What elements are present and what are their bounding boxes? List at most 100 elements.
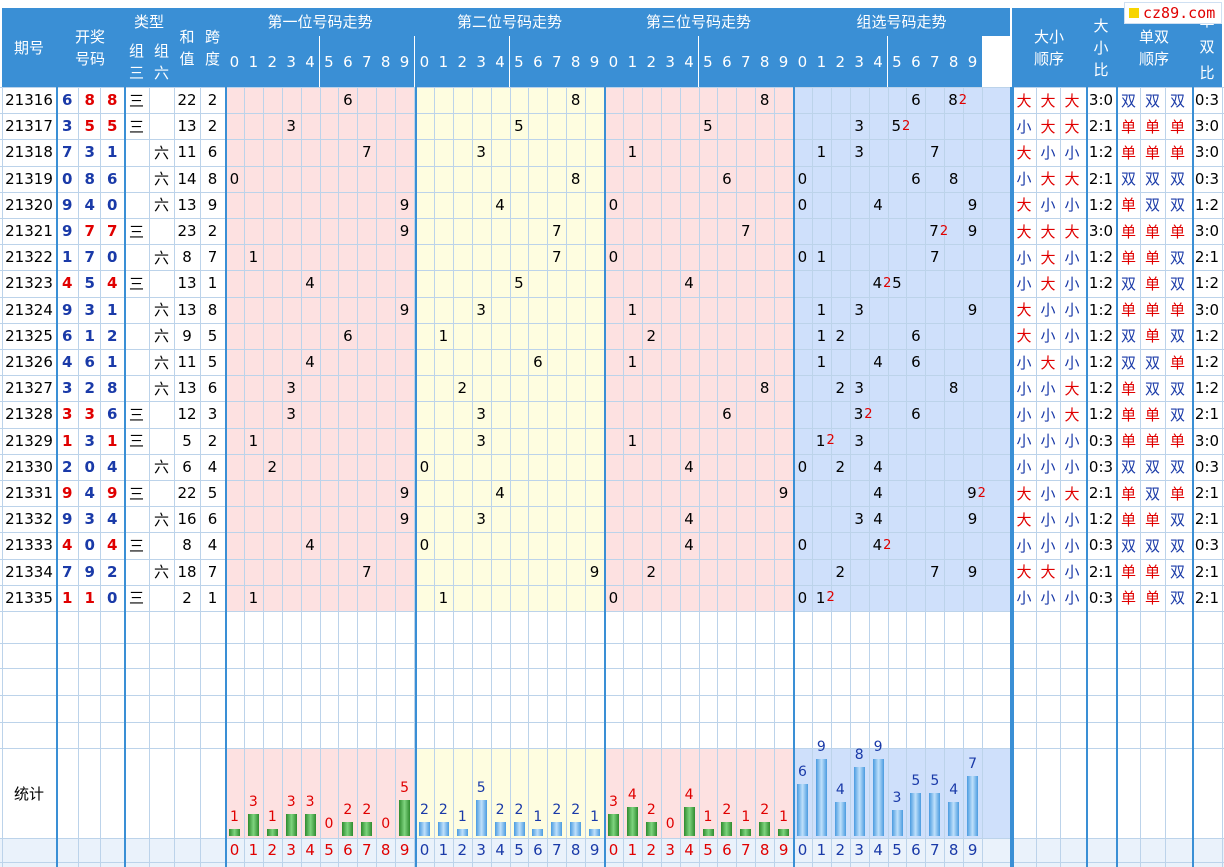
size-cell: 大 [1040, 222, 1056, 241]
sum-cell: 12 [177, 405, 197, 424]
sum-cell: 9 [182, 326, 192, 345]
draw-digit: 1 [62, 248, 73, 267]
pos1-hit: 6 [343, 91, 353, 110]
size-cell: 大 [1016, 143, 1032, 162]
draw-digit: 0 [107, 248, 118, 267]
odd-ratio-cell: 2:1 [1194, 248, 1220, 267]
size-cell: 大 [1016, 510, 1032, 529]
group-hit: 6 [911, 405, 921, 424]
sum-cell: 13 [177, 195, 197, 214]
odd-cell: 双 [1169, 91, 1185, 110]
size-cell: 小 [1016, 432, 1032, 451]
pos1-hit: 6 [343, 326, 353, 345]
header-digit: 1 [622, 36, 642, 87]
draw-digit: 4 [107, 457, 118, 476]
odd-cell: 单 [1144, 327, 1160, 346]
pos2-hit: 7 [551, 222, 562, 241]
odd-cell: 双 [1169, 563, 1185, 582]
grid-line [0, 87, 1224, 88]
size-cell: 小 [1040, 301, 1056, 320]
site-logo[interactable]: cz89.com [1124, 2, 1222, 24]
header-digit: 9 [585, 36, 604, 87]
size-ratio-cell: 2:1 [1088, 117, 1114, 136]
sum-cell: 8 [182, 536, 192, 555]
header-digit: 0 [604, 36, 623, 87]
grid-line [0, 139, 1224, 140]
stat-bar-label: 2 [646, 801, 656, 818]
header-digit: 5 [698, 36, 718, 87]
draw-digit: 4 [107, 510, 118, 529]
stat-bar-label: 4 [627, 787, 637, 804]
pos1-hit: 4 [305, 353, 315, 372]
pos1-hit: 4 [305, 274, 315, 293]
draw-digit: 4 [62, 353, 73, 372]
stat-bar-label: 3 [248, 794, 258, 811]
draw-digit: 0 [107, 588, 118, 607]
header-digit: 9 [774, 36, 793, 87]
footer-digit: 5 [892, 841, 902, 859]
size-cell: 大 [1040, 563, 1056, 582]
stat-bar-label: 3 [286, 794, 296, 811]
header-digit: 4 [679, 36, 699, 87]
size-cell: 小 [1040, 379, 1056, 398]
type-zu6: 六 [153, 143, 169, 162]
logo-square-icon [1129, 8, 1139, 18]
size-cell: 小 [1040, 458, 1056, 477]
odd-cell: 双 [1120, 91, 1136, 110]
group-hit: 4 [873, 353, 883, 372]
group-hit: 9 [967, 510, 978, 529]
group-hit: 0 [797, 169, 808, 188]
group-hit: 1 [816, 300, 827, 319]
type-zu6: 六 [153, 301, 169, 320]
header-zu6: 组六 [149, 36, 174, 87]
footer-digit: 7 [362, 841, 372, 859]
size-ratio-cell: 1:2 [1088, 379, 1114, 398]
header-draw: 开奖号码 [56, 8, 124, 87]
span-cell: 9 [207, 195, 218, 214]
odd-ratio-cell: 3:0 [1194, 222, 1220, 241]
draw-digit: 5 [84, 117, 95, 136]
header-digit: 8 [566, 36, 586, 87]
draw-digit: 4 [62, 274, 73, 293]
period-cell: 21322 [5, 248, 53, 267]
footer-digit: 9 [589, 841, 600, 859]
draw-digit: 5 [107, 117, 118, 136]
pos2-hit: 0 [419, 536, 430, 555]
stat-bar [702, 828, 714, 836]
header-digit: 4 [490, 36, 510, 87]
header-sum: 和值 [174, 8, 200, 87]
odd-ratio-cell: 2:1 [1194, 484, 1220, 503]
size-ratio-cell: 1:2 [1088, 405, 1114, 424]
grid-line [0, 559, 1224, 560]
size-cell: 小 [1016, 248, 1032, 267]
grid-line [0, 506, 1224, 507]
size-cell: 小 [1064, 589, 1080, 608]
odd-ratio-cell: 2:1 [1194, 510, 1220, 529]
grid-line [200, 87, 201, 867]
footer-digit: 0 [419, 841, 430, 859]
odd-cell: 单 [1120, 301, 1136, 320]
sum-cell: 2 [182, 588, 192, 607]
header-period: 期号 [2, 8, 56, 87]
size-cell: 大 [1064, 484, 1080, 503]
header-digit: 5 [509, 36, 529, 87]
draw-digit: 9 [84, 562, 95, 581]
section-divider [1086, 87, 1088, 867]
repeat-count: 2 [902, 118, 911, 134]
pos2-hit: 8 [570, 169, 581, 188]
stat-bar-label: 2 [722, 801, 732, 818]
type-zu3: 三 [128, 91, 144, 110]
footer-digit: 2 [646, 841, 657, 859]
size-cell: 小 [1016, 353, 1032, 372]
footer-digit: 8 [570, 841, 581, 859]
section-divider [1116, 87, 1118, 867]
header-digit: 2 [262, 36, 282, 87]
odd-cell: 单 [1144, 405, 1160, 424]
stat-bar-label: 3 [305, 794, 315, 811]
period-cell: 21327 [5, 379, 53, 398]
stat-bar [419, 821, 430, 836]
pos1-hit: 2 [267, 457, 278, 476]
grid-line [869, 87, 870, 867]
